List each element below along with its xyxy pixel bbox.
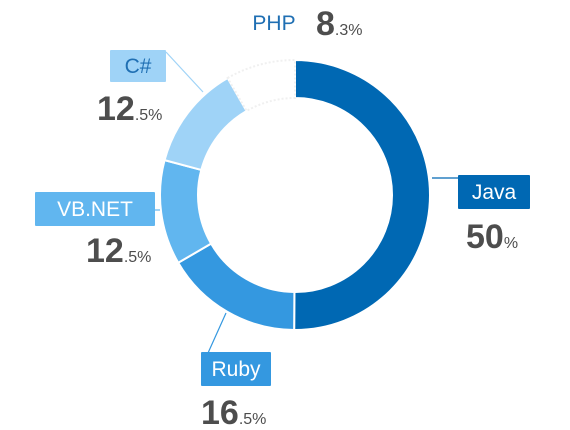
slice-labels: Java 50% Ruby 16.5% VB.NET 12.5% C# 12.5% PHP 8.3…: [35, 5, 530, 430]
percent-java: 50%: [466, 218, 518, 256]
leader-line-ruby: [207, 312, 227, 354]
percent-vb-net: 12.5%: [86, 232, 151, 270]
label-box-ruby: [201, 352, 271, 386]
label-box-java: [458, 175, 530, 209]
donut-slices: [159, 58, 432, 332]
slice-ruby: [176, 242, 296, 332]
label-box-c-: [110, 50, 166, 82]
slice-c-: [163, 76, 248, 172]
label-text-vb-net: VB.NET: [57, 198, 133, 221]
leader-lines: [155, 51, 458, 354]
leader-line-c-: [165, 51, 204, 93]
label-text-java: Java: [472, 181, 517, 204]
label-text-php: PHP: [252, 12, 295, 35]
percent-ruby: 16.5%: [201, 394, 266, 430]
label-text-c-: C#: [125, 55, 152, 78]
slice-java: [293, 58, 432, 331]
label-box-vb-net: [35, 192, 155, 226]
percent-c-: 12.5%: [97, 90, 162, 128]
percent-php: 8.3%: [316, 5, 363, 43]
slice-vb-net: [159, 158, 213, 265]
slice-php: [226, 58, 296, 113]
label-text-ruby: Ruby: [211, 358, 261, 381]
